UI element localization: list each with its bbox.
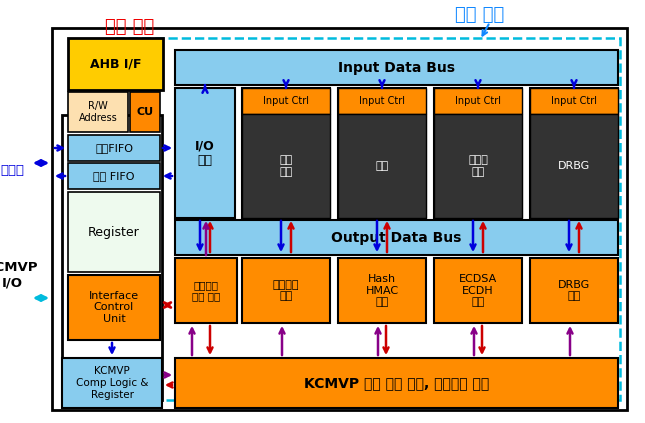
Text: 입요력: 입요력 — [0, 164, 24, 176]
Bar — [68, 135, 160, 161]
Bar — [338, 88, 426, 114]
Text: 공개키
암호: 공개키 암호 — [468, 155, 488, 177]
Text: ECDSA
ECDH
제어: ECDSA ECDH 제어 — [459, 274, 497, 307]
Bar — [434, 114, 522, 218]
Bar — [68, 163, 160, 189]
Bar — [62, 115, 162, 400]
Text: Input Data Bus: Input Data Bus — [338, 60, 455, 74]
Bar — [68, 38, 163, 90]
Bar — [242, 258, 330, 323]
Text: KCMVP 기능 제어 로직, 자가시험 로직: KCMVP 기능 제어 로직, 자가시험 로직 — [304, 376, 489, 390]
Text: Input Ctrl: Input Ctrl — [551, 96, 597, 106]
Bar — [530, 88, 618, 114]
Text: Interface
Control
Unit: Interface Control Unit — [89, 291, 139, 324]
Bar — [175, 50, 618, 85]
Bar — [242, 114, 330, 218]
Text: 암호 코어: 암호 코어 — [105, 18, 154, 36]
Bar — [62, 358, 162, 408]
Bar — [338, 88, 426, 218]
Bar — [338, 114, 426, 218]
Text: I/O
제어: I/O 제어 — [195, 139, 215, 167]
Text: AHB I/F: AHB I/F — [90, 58, 141, 71]
Text: 입력FIFO: 입력FIFO — [95, 143, 133, 153]
Bar — [52, 28, 627, 410]
Bar — [338, 258, 426, 323]
Text: 블록
암호: 블록 암호 — [279, 155, 293, 177]
Bar — [530, 88, 618, 218]
Text: Output Data Bus: Output Data Bus — [332, 231, 462, 244]
Text: DRBG
제어: DRBG 제어 — [558, 280, 590, 301]
Bar — [434, 258, 522, 323]
Text: 암호 경계: 암호 경계 — [455, 6, 504, 24]
Bar — [130, 92, 160, 132]
Bar — [175, 258, 237, 323]
Text: KCMVP
Comp Logic &
Register: KCMVP Comp Logic & Register — [75, 366, 148, 400]
Bar — [175, 358, 618, 408]
Bar — [434, 88, 522, 114]
Text: Input Ctrl: Input Ctrl — [455, 96, 501, 106]
Text: CU: CU — [137, 107, 154, 117]
Bar — [68, 92, 128, 132]
Bar — [530, 258, 618, 323]
Text: R/W
Address: R/W Address — [79, 101, 117, 123]
Text: DRBG: DRBG — [558, 161, 590, 171]
Text: KCMVP
I/O: KCMVP I/O — [0, 261, 38, 289]
Text: 암호코어
제어 로직: 암호코어 제어 로직 — [192, 280, 220, 301]
Text: Hash
HMAC
제어: Hash HMAC 제어 — [366, 274, 399, 307]
Bar — [68, 192, 160, 272]
Bar — [434, 88, 522, 218]
Text: 출력 FIFO: 출력 FIFO — [94, 171, 135, 181]
Text: Input Ctrl: Input Ctrl — [263, 96, 309, 106]
Bar — [242, 88, 330, 218]
Bar — [175, 88, 235, 218]
Bar — [530, 114, 618, 218]
Text: Register: Register — [88, 225, 140, 239]
Bar — [115, 38, 620, 400]
Text: 블록암호
제어: 블록암호 제어 — [273, 280, 299, 301]
Bar — [68, 275, 160, 340]
Text: 해시: 해시 — [375, 161, 389, 171]
Text: Input Ctrl: Input Ctrl — [359, 96, 405, 106]
Bar — [242, 88, 330, 114]
Bar — [175, 220, 618, 255]
